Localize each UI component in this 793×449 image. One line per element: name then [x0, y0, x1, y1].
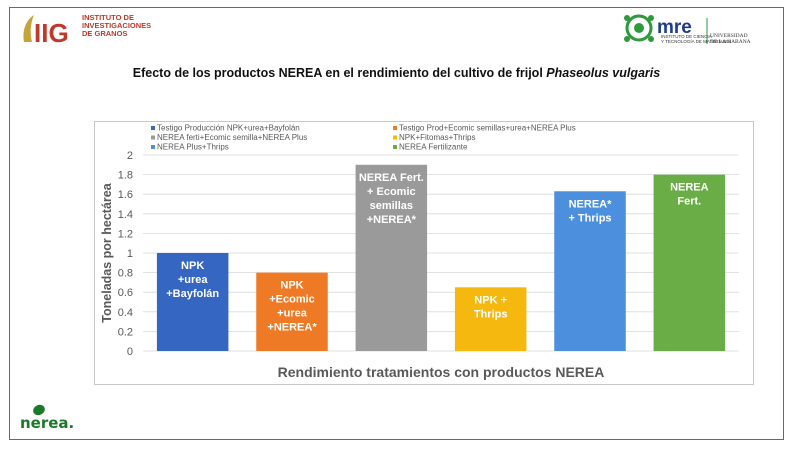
legend-swatch: [393, 145, 397, 149]
bar-data-label: + Thrips: [568, 212, 611, 224]
y-tick-label: 0: [127, 346, 133, 358]
mre-university-line: DE LA HABANA: [710, 39, 751, 45]
y-tick-label: 2: [127, 150, 133, 162]
bar: [554, 191, 626, 351]
bar-data-label: NPK +: [474, 294, 507, 306]
y-tick-label: 1.8: [118, 170, 133, 182]
bar-data-label: +NEREA*: [267, 322, 317, 334]
bar-data-label: Thrips: [474, 308, 508, 320]
legend-swatch: [151, 126, 155, 130]
bar: [355, 164, 428, 351]
iig-logo-letters: IIG: [34, 18, 69, 46]
bar-chart: Testigo Producción NPK+urea+Bayfolán Test…: [100, 124, 739, 380]
bar: [653, 174, 726, 351]
bar-data-label: NPK: [280, 280, 303, 292]
mre-logo-mark-icon: mre: [624, 14, 708, 44]
iig-logo-line: DE GRANOS: [82, 29, 128, 38]
bar-data-label: NEREA: [670, 182, 709, 194]
bar-data-label: +NEREA*: [367, 214, 417, 226]
bar: [256, 272, 328, 351]
bar-data-label: NEREA Fert.: [359, 172, 424, 184]
mre-subtext-line: INSTITUTO DE CIENCIA: [661, 34, 712, 39]
y-tick-label: 0.2: [118, 326, 133, 338]
mre-subtext-line: Y TECNOLOGÍA DE MATERIALES: [661, 39, 732, 44]
bar-data-label: + Ecomic: [367, 186, 416, 198]
nerea-logo: nerea.: [20, 404, 100, 432]
legend-swatch: [393, 126, 397, 130]
bar-data-label: NPK: [181, 260, 204, 272]
legend-entry: NEREA ferti+Ecomic semilla+NEREA Plus: [157, 133, 307, 142]
mre-university-text: UNIVERSIDAD DE LA HABANA: [710, 33, 751, 45]
y-tick-label: 1.4: [118, 209, 133, 221]
bar-data-label: Fert.: [677, 196, 701, 208]
bar: [156, 253, 229, 351]
legend-entry: NPK+Fitomas+Thrips: [399, 133, 475, 142]
bar-data-label: +Ecomic: [269, 294, 315, 306]
slide-title-species: Phaseolus vulgaris: [546, 66, 661, 80]
iig-logo-line: INVESTIGACIONES: [82, 21, 152, 30]
bar-data-label: +urea: [277, 308, 308, 320]
slide-title: Efecto de los productos NEREA en el rend…: [0, 66, 793, 80]
nerea-leaf-icon: [33, 404, 45, 416]
iig-logo-line: INSTITUTO DE: [82, 13, 134, 22]
slide-title-text: Efecto de los productos NEREA en el rend…: [132, 66, 547, 80]
iig-logo: IIG INSTITUTO DE INVESTIGACIONES DE GRAN…: [20, 12, 180, 46]
bar-data-label: +Bayfolán: [166, 288, 219, 300]
bar-data-label: NEREA*: [569, 198, 613, 210]
mre-logo-text: mre: [657, 17, 692, 38]
y-tick-label: 1.6: [118, 189, 133, 201]
y-tick-label: 1: [127, 248, 133, 260]
y-tick-label: 0.4: [118, 307, 133, 319]
mre-logo-subtext: INSTITUTO DE CIENCIA Y TECNOLOGÍA DE MAT…: [661, 34, 731, 44]
y-axis-label: Toneladas por hectárea: [100, 182, 114, 322]
x-axis-label: Rendimiento tratamientos con productos N…: [278, 364, 605, 380]
iig-logo-text: INSTITUTO DE INVESTIGACIONES DE GRANOS: [82, 14, 151, 38]
bar-data-label: +urea: [178, 274, 209, 286]
y-tick-label: 1.2: [118, 228, 133, 240]
bar: [454, 287, 527, 351]
legend-swatch: [151, 135, 155, 140]
bar-data-label: semillas: [370, 200, 413, 212]
legend-entry: NEREA Fertilizante: [399, 143, 468, 152]
legend-swatch: [393, 135, 397, 140]
legend-entry: NEREA Plus+Thrips: [157, 143, 229, 152]
chart-area: Testigo Producción NPK+urea+Bayfolán Test…: [94, 121, 754, 385]
y-tick-label: 0.8: [118, 268, 133, 280]
mre-logo: mre INSTITUTO DE CIENCIA Y TECNOLOGÍA DE…: [617, 12, 767, 48]
legend-entry: Testigo Prod+Ecomic semillas+urea+NEREA …: [399, 124, 576, 133]
nerea-logo-text: nerea.: [20, 414, 75, 432]
legend-entry: Testigo Producción NPK+urea+Bayfolán: [157, 124, 300, 133]
iig-logo-mark-icon: IIG: [23, 15, 69, 46]
y-tick-label: 0.6: [118, 287, 133, 299]
legend-swatch: [151, 145, 155, 149]
mre-university-line: UNIVERSIDAD: [710, 33, 748, 39]
